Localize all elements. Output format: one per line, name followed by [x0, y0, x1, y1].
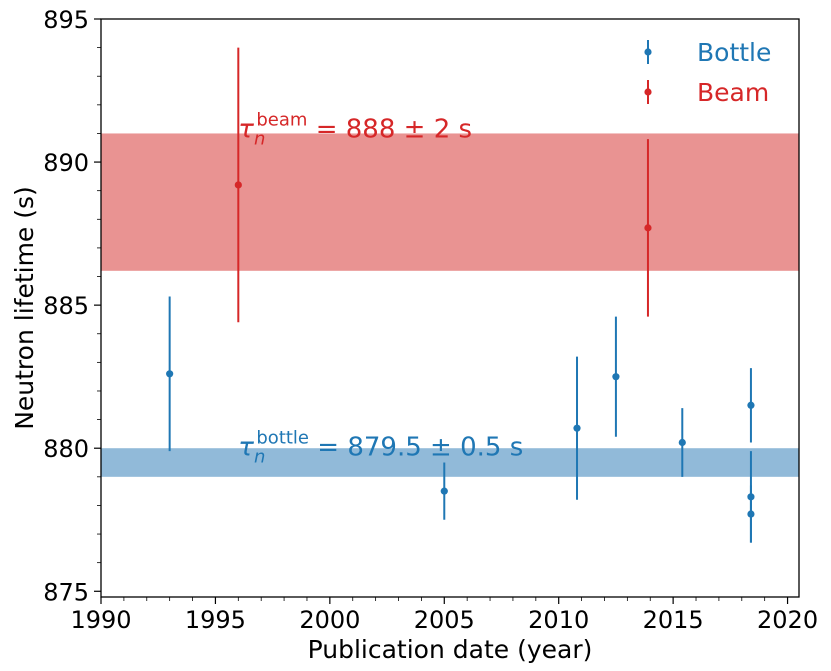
plot-frame: [100, 18, 800, 598]
x-tick-label: 2010: [528, 606, 589, 634]
plot-border: [100, 18, 800, 598]
bottle-point: [573, 424, 581, 432]
y-tick-label: 895: [43, 6, 89, 34]
legend-beam-marker: [644, 88, 652, 96]
bands-layer: [101, 133, 799, 477]
x-tick-label: 2015: [643, 606, 704, 634]
beam-point: [234, 181, 242, 189]
x-axis-label: Publication date (year): [308, 635, 593, 664]
bottle-point: [747, 401, 755, 409]
y-tick-label: 885: [43, 292, 89, 320]
beam-lifetime-annotation: τnbeam = 888 ± 2 s: [238, 110, 472, 150]
x-tick-label: 2020: [757, 606, 818, 634]
y-tick-label: 880: [43, 435, 89, 463]
legend-beam-label: Beam: [697, 78, 769, 107]
legend-bottle-marker: [644, 48, 652, 56]
bottle-lifetime-annotation: τnbottle = 879.5 ± 0.5 s: [238, 427, 523, 467]
bottle-point: [440, 487, 448, 495]
x-tick-label: 1995: [185, 606, 246, 634]
beam-point: [644, 224, 652, 232]
bottle-point: [612, 373, 620, 381]
beam-band: [101, 133, 799, 271]
x-tick-label: 1990: [70, 606, 131, 634]
annotations-layer: τnbeam = 888 ± 2 s τnbottle = 879.5 ± 0.5…: [238, 110, 523, 468]
bottle-point: [747, 510, 755, 518]
y-tick-label: 890: [43, 149, 89, 177]
bottle-point: [678, 438, 686, 447]
y-tick-label: 875: [43, 578, 89, 606]
legend: Bottle Beam: [644, 38, 771, 107]
bottle-point: [166, 370, 174, 378]
y-axis-label: Neutron lifetime (s): [10, 186, 39, 430]
x-tick-label: 2005: [414, 606, 475, 634]
points-layer: [166, 47, 755, 543]
legend-bottle-label: Bottle: [697, 38, 771, 67]
ticks-layer: 1990 1995 2000 2005 2010 2015 2020 875 880 885 890…: [43, 6, 818, 634]
x-tick-label: 2000: [299, 606, 360, 634]
